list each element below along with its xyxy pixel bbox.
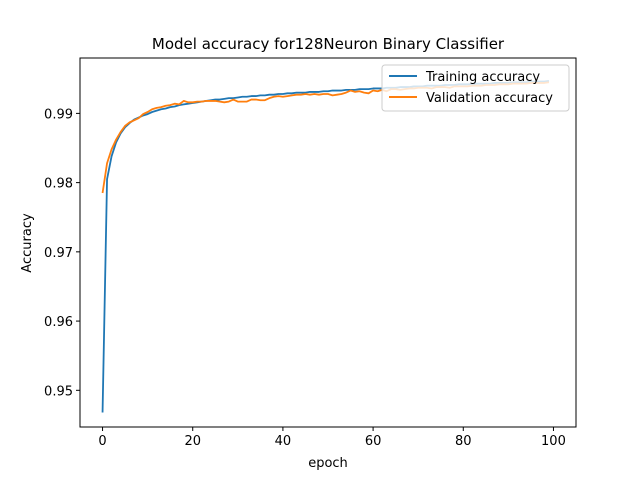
x-tick-label: 60 bbox=[365, 434, 382, 449]
x-axis-title: epoch bbox=[308, 456, 348, 471]
y-tick-label: 0.99 bbox=[44, 107, 73, 122]
y-tick-label: 0.96 bbox=[44, 315, 73, 330]
x-tick-label: 40 bbox=[275, 434, 292, 449]
x-axis: 0 20 40 60 80 100 bbox=[98, 427, 566, 449]
chart-title: Model accuracy for128Neuron Binary Class… bbox=[152, 35, 505, 53]
legend: Training accuracy Validation accuracy bbox=[381, 64, 570, 112]
x-tick-label: 20 bbox=[184, 434, 201, 449]
y-tick-label: 0.95 bbox=[44, 384, 73, 399]
y-tick-label: 0.97 bbox=[44, 246, 73, 261]
y-axis-title: Accuracy bbox=[20, 213, 35, 273]
x-tick-label: 100 bbox=[541, 434, 566, 449]
legend-label-validation: Validation accuracy bbox=[426, 91, 553, 106]
x-tick-label: 0 bbox=[98, 434, 106, 449]
legend-label-training: Training accuracy bbox=[425, 70, 540, 85]
legend-box bbox=[381, 64, 570, 112]
x-tick-label: 80 bbox=[455, 434, 472, 449]
y-axis: 0.95 0.96 0.97 0.98 0.99 bbox=[44, 107, 80, 399]
y-tick-label: 0.98 bbox=[44, 177, 73, 192]
axes-frame bbox=[79, 57, 577, 428]
